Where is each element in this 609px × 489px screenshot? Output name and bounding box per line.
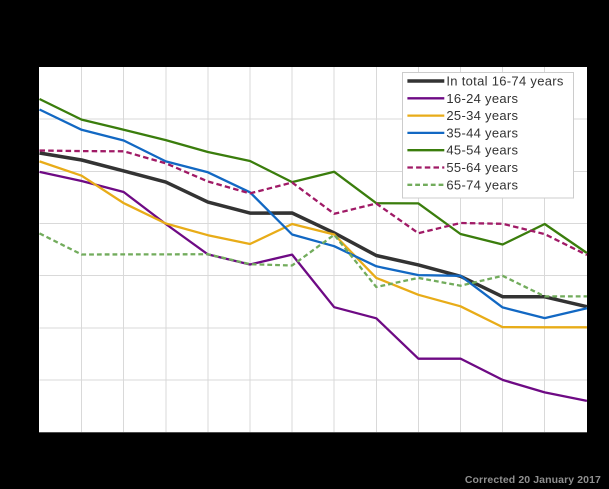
svg-text:Corrected 20 January 2017: Corrected 20 January 2017 [465, 474, 601, 486]
svg-text:16-24 years: 16-24 years [446, 91, 518, 106]
svg-text:35-44 years: 35-44 years [446, 125, 518, 140]
svg-text:55-64 years: 55-64 years [446, 160, 518, 175]
svg-text:45-54 years: 45-54 years [446, 143, 518, 158]
svg-text:25-34 years: 25-34 years [446, 108, 518, 123]
svg-text:65-74 years: 65-74 years [446, 177, 518, 192]
svg-text:In total 16-74 years: In total 16-74 years [446, 74, 563, 89]
